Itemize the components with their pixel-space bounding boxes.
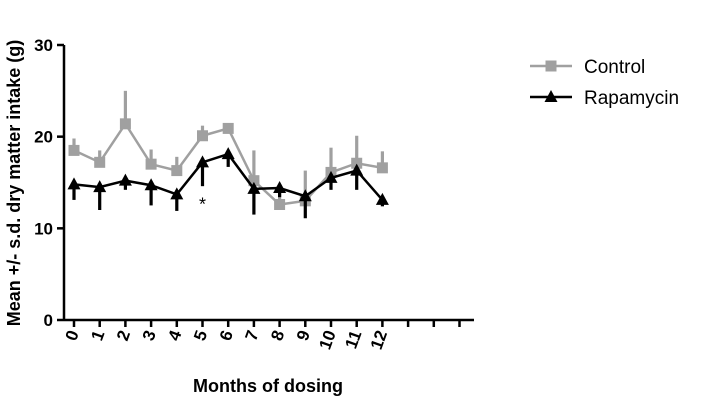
data-point (94, 156, 106, 168)
data-point (247, 181, 261, 194)
y-tick-label: 30 (34, 36, 53, 55)
x-tick-label: 0 (62, 328, 83, 343)
x-tick-label: 7 (242, 328, 263, 343)
x-tick-label: 10 (315, 328, 339, 352)
x-tick-label: 12 (367, 328, 391, 352)
data-point (351, 157, 363, 169)
x-tick-label: 3 (139, 328, 160, 343)
data-point (170, 187, 184, 200)
data-point (145, 158, 157, 170)
data-point (545, 60, 557, 72)
data-point (144, 178, 158, 191)
data-point (196, 155, 209, 168)
legend-label: Rapamycin (584, 88, 679, 109)
x-tick-label: 2 (113, 328, 134, 343)
data-point (68, 144, 80, 156)
x-tick-label: 1 (87, 328, 108, 343)
data-point (171, 165, 183, 177)
data-point (221, 147, 235, 160)
series-layer: * (67, 90, 389, 219)
y-tick-label: 0 (44, 311, 53, 330)
data-point (274, 199, 286, 210)
x-tick-label: 6 (216, 328, 237, 343)
x-tick-label: 8 (267, 328, 288, 343)
x-axis-title: Months of dosing (193, 376, 343, 396)
data-point (375, 192, 389, 205)
data-point (376, 162, 388, 174)
data-point (197, 130, 208, 142)
x-tick-label: 5 (190, 328, 211, 343)
series-rapamycin (67, 147, 389, 219)
data-point (350, 163, 364, 176)
data-point (324, 170, 338, 183)
legend: Control Rapamycin (530, 57, 679, 109)
y-axis-title: Mean +/- s.d. dry matter intake (g) (4, 40, 24, 327)
legend-label: Control (584, 57, 645, 78)
data-point (544, 90, 558, 102)
y-tick-label: 10 (34, 219, 53, 238)
data-point (298, 189, 312, 202)
data-point (273, 181, 287, 193)
data-point (119, 118, 131, 130)
significance-marker: * (199, 195, 206, 215)
legend-item-rapamycin: Rapamycin (530, 88, 679, 109)
data-point (118, 173, 132, 186)
legend-item-control: Control (530, 57, 645, 78)
x-tick-label: 11 (341, 328, 365, 351)
data-point (222, 122, 234, 134)
x-tick-label: 9 (293, 328, 314, 343)
data-point (248, 175, 260, 187)
data-point (67, 177, 81, 190)
y-tick-label: 20 (34, 128, 53, 147)
x-tick-label: 4 (164, 327, 185, 343)
data-point (93, 180, 107, 193)
